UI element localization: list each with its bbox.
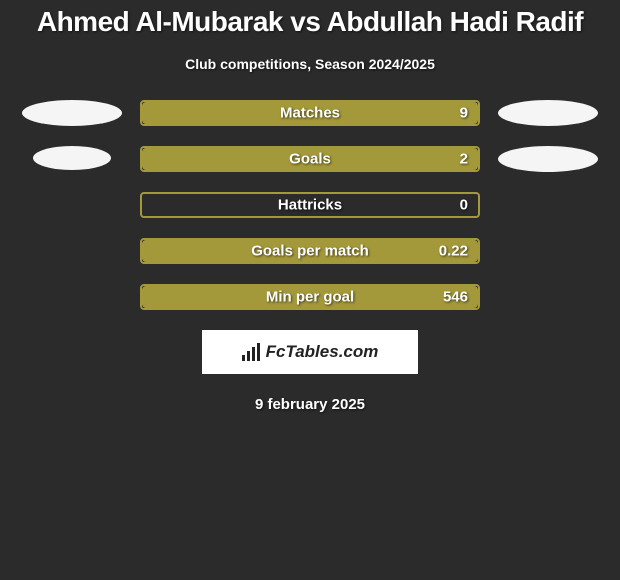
player-avatar-right bbox=[498, 146, 598, 172]
stat-label: Goals bbox=[289, 151, 331, 168]
bar-chart-icon bbox=[242, 343, 260, 361]
stat-label: Min per goal bbox=[266, 289, 354, 306]
page-title: Ahmed Al-Mubarak vs Abdullah Hadi Radif bbox=[0, 6, 620, 38]
stat-label: Matches bbox=[280, 105, 340, 122]
stat-label: Hattricks bbox=[278, 197, 342, 214]
stat-value: 0 bbox=[460, 197, 468, 214]
avatar-right-slot bbox=[498, 100, 598, 126]
avatar-left-slot bbox=[22, 238, 122, 264]
stat-bar: Min per goal 546 bbox=[140, 284, 480, 310]
logo-text: FcTables.com bbox=[266, 342, 379, 362]
avatar-left-slot bbox=[22, 192, 122, 218]
stat-bar: Matches 9 bbox=[140, 100, 480, 126]
subtitle: Club competitions, Season 2024/2025 bbox=[0, 56, 620, 72]
stats-list: Matches 9 Goals 2 Hattricks 0 Goals per match 0… bbox=[0, 100, 620, 310]
avatar-left-slot bbox=[22, 284, 122, 310]
avatar-right-slot bbox=[498, 284, 598, 310]
avatar-left-slot bbox=[22, 100, 122, 126]
player-avatar-left bbox=[33, 146, 111, 170]
comparison-card: Ahmed Al-Mubarak vs Abdullah Hadi Radif … bbox=[0, 0, 620, 413]
player-avatar-left bbox=[22, 100, 122, 126]
stat-row: Min per goal 546 bbox=[0, 284, 620, 310]
stat-row: Hattricks 0 bbox=[0, 192, 620, 218]
stat-row: Goals 2 bbox=[0, 146, 620, 172]
stat-bar: Goals per match 0.22 bbox=[140, 238, 480, 264]
stat-value: 9 bbox=[460, 105, 468, 122]
avatar-left-slot bbox=[22, 146, 122, 172]
stat-value: 2 bbox=[460, 151, 468, 168]
stat-label: Goals per match bbox=[251, 243, 369, 260]
stat-bar: Hattricks 0 bbox=[140, 192, 480, 218]
stat-value: 546 bbox=[443, 289, 468, 306]
logo-box[interactable]: FcTables.com bbox=[202, 330, 418, 374]
stat-value: 0.22 bbox=[439, 243, 468, 260]
stat-bar: Goals 2 bbox=[140, 146, 480, 172]
avatar-right-slot bbox=[498, 146, 598, 172]
date-label: 9 february 2025 bbox=[0, 396, 620, 413]
stat-row: Goals per match 0.22 bbox=[0, 238, 620, 264]
avatar-right-slot bbox=[498, 238, 598, 264]
stat-row: Matches 9 bbox=[0, 100, 620, 126]
player-avatar-right bbox=[498, 100, 598, 126]
avatar-right-slot bbox=[498, 192, 598, 218]
